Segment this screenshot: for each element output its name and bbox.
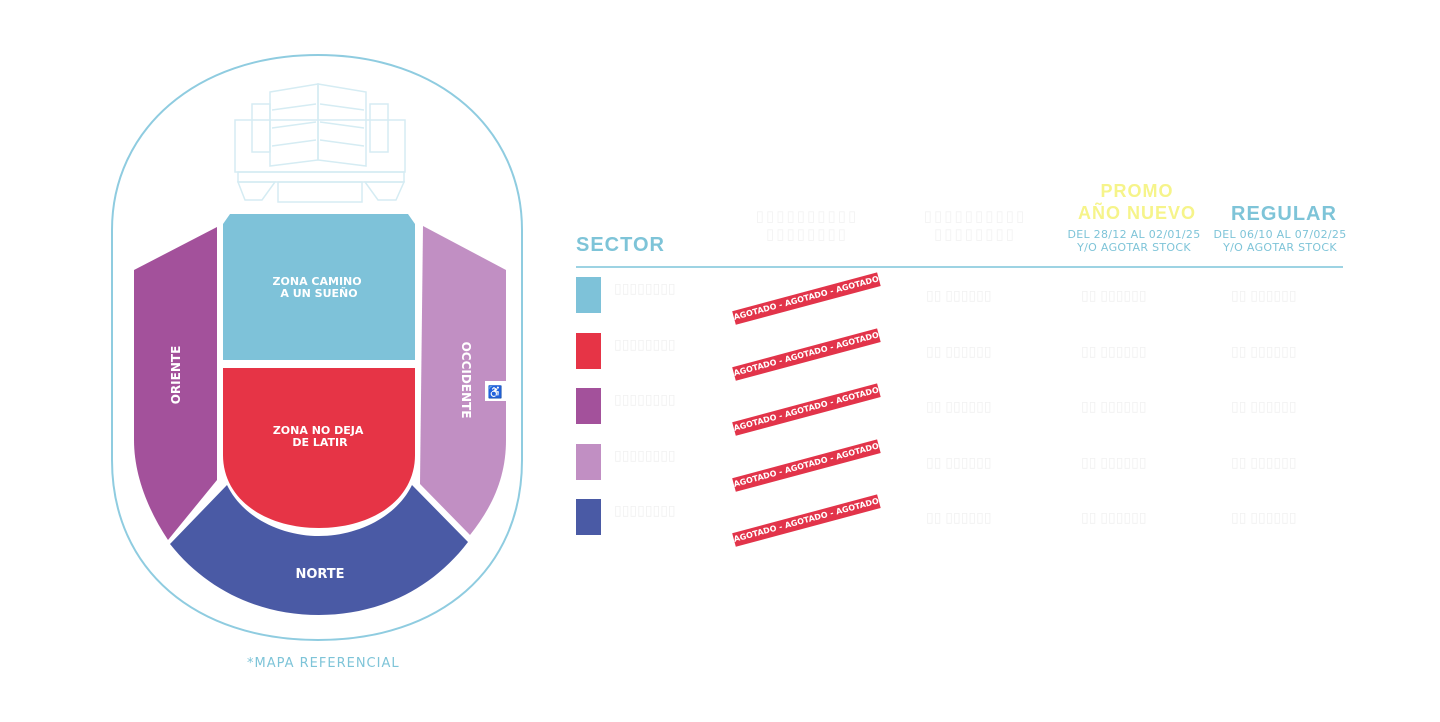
price-faded: ▯▯ ▯▯▯▯▯▯ [1231, 509, 1297, 525]
sector-color-swatch [576, 277, 601, 313]
price-faded: ▯▯ ▯▯▯▯▯▯ [926, 398, 992, 414]
sold-out-stamp: AGOTADO - AGOTADO - AGOTADO - AGOTADO - … [732, 439, 881, 492]
price-faded: ▯▯ ▯▯▯▯▯▯ [1081, 398, 1147, 414]
header-promo-line2: AÑO NUEVO [1077, 203, 1196, 223]
price-faded: ▯▯ ▯▯▯▯▯▯ [1081, 509, 1147, 525]
sector-color-swatch [576, 444, 601, 480]
sold-out-stamp: AGOTADO - AGOTADO - AGOTADO - AGOTADO - … [732, 494, 881, 547]
sector-name-faded: ▯▯▯▯▯▯▯▯ [614, 280, 676, 296]
sector-name-faded: ▯▯▯▯▯▯▯▯ [614, 336, 676, 352]
map-disclaimer: *MAPA REFERENCIAL [247, 656, 400, 671]
header-regular: REGULAR [1231, 203, 1337, 225]
header-sector: SECTOR [576, 234, 665, 256]
price-faded: ▯▯ ▯▯▯▯▯▯ [1231, 398, 1297, 414]
header-promo: PROMO AÑO NUEVO [1064, 180, 1210, 224]
zone-occidente-label: OCCIDENTE [459, 342, 473, 419]
price-faded: ▯▯ ▯▯▯▯▯▯ [1231, 454, 1297, 470]
table-row: ▯▯▯▯▯▯▯▯ AGOTADO - AGOTADO - AGOTADO - AG… [576, 494, 1343, 547]
zone-camino[interactable] [223, 214, 415, 360]
price-faded: ▯▯ ▯▯▯▯▯▯ [926, 454, 992, 470]
header-divider [576, 266, 1343, 268]
price-faded: ▯▯ ▯▯▯▯▯▯ [1081, 454, 1147, 470]
zone-oriente-label: ORIENTE [169, 346, 183, 405]
sector-name-faded: ▯▯▯▯▯▯▯▯ [614, 502, 676, 518]
header-promo-line1: PROMO [1100, 181, 1174, 201]
header-promo-dates: DEL 28/12 AL 02/01/25 Y/O AGOTAR STOCK [1059, 228, 1209, 254]
table-row: ▯▯▯▯▯▯▯▯ AGOTADO - AGOTADO - AGOTADO - AG… [576, 272, 1343, 325]
promo-dates-line2: Y/O AGOTAR STOCK [1077, 241, 1191, 254]
price-faded: ▯▯ ▯▯▯▯▯▯ [926, 343, 992, 359]
sector-name-faded: ▯▯▯▯▯▯▯▯ [614, 391, 676, 407]
zone-latir-label: ZONA NO DEJA DE LATIR [273, 424, 367, 449]
price-faded: ▯▯ ▯▯▯▯▯▯ [1081, 343, 1147, 359]
zone-latir[interactable] [223, 368, 415, 528]
table-row: ▯▯▯▯▯▯▯▯ AGOTADO - AGOTADO - AGOTADO - AG… [576, 439, 1343, 492]
header-column-faded-2: ▯▯▯▯▯▯▯▯▯▯ ▯▯▯▯▯▯▯▯ [923, 208, 1027, 243]
price-faded: ▯▯ ▯▯▯▯▯▯ [1231, 287, 1297, 303]
sector-color-swatch [576, 499, 601, 535]
table-row: ▯▯▯▯▯▯▯▯ AGOTADO - AGOTADO - AGOTADO - AG… [576, 383, 1343, 436]
price-faded: ▯▯ ▯▯▯▯▯▯ [1231, 343, 1297, 359]
zone-norte[interactable] [170, 485, 468, 615]
sector-name-faded: ▯▯▯▯▯▯▯▯ [614, 447, 676, 463]
regular-dates-line2: Y/O AGOTAR STOCK [1223, 241, 1337, 254]
table-row: ▯▯▯▯▯▯▯▯ AGOTADO - AGOTADO - AGOTADO - AG… [576, 328, 1343, 381]
zone-camino-label: ZONA CAMINO A UN SUEÑO [273, 275, 366, 300]
header-regular-dates: DEL 06/10 AL 07/02/25 Y/O AGOTAR STOCK [1205, 228, 1355, 254]
venue-map: ORIENTE OCCIDENTE ♿ ZONA CAMINO A UN SUE… [111, 53, 523, 642]
promo-dates-line1: DEL 28/12 AL 02/01/25 [1067, 228, 1201, 241]
zone-norte-label: NORTE [295, 567, 344, 582]
sector-color-swatch [576, 333, 601, 369]
sold-out-stamp: AGOTADO - AGOTADO - AGOTADO - AGOTADO - … [732, 383, 881, 436]
zone-occidente[interactable] [420, 226, 506, 535]
price-faded: ▯▯ ▯▯▯▯▯▯ [926, 509, 992, 525]
venue-outline [111, 53, 523, 642]
stage-icon [234, 83, 406, 203]
sold-out-stamp: AGOTADO - AGOTADO - AGOTADO - AGOTADO - … [732, 328, 881, 381]
svg-text:♿: ♿ [488, 385, 503, 399]
price-faded: ▯▯ ▯▯▯▯▯▯ [1081, 287, 1147, 303]
accessibility-icon: ♿ [485, 381, 506, 401]
sector-color-swatch [576, 388, 601, 424]
price-faded: ▯▯ ▯▯▯▯▯▯ [926, 287, 992, 303]
sold-out-stamp: AGOTADO - AGOTADO - AGOTADO - AGOTADO - … [732, 272, 881, 325]
header-column-faded-1: ▯▯▯▯▯▯▯▯▯▯ ▯▯▯▯▯▯▯▯ [755, 208, 859, 243]
zone-oriente[interactable] [134, 227, 217, 540]
regular-dates-line1: DEL 06/10 AL 07/02/25 [1213, 228, 1347, 241]
